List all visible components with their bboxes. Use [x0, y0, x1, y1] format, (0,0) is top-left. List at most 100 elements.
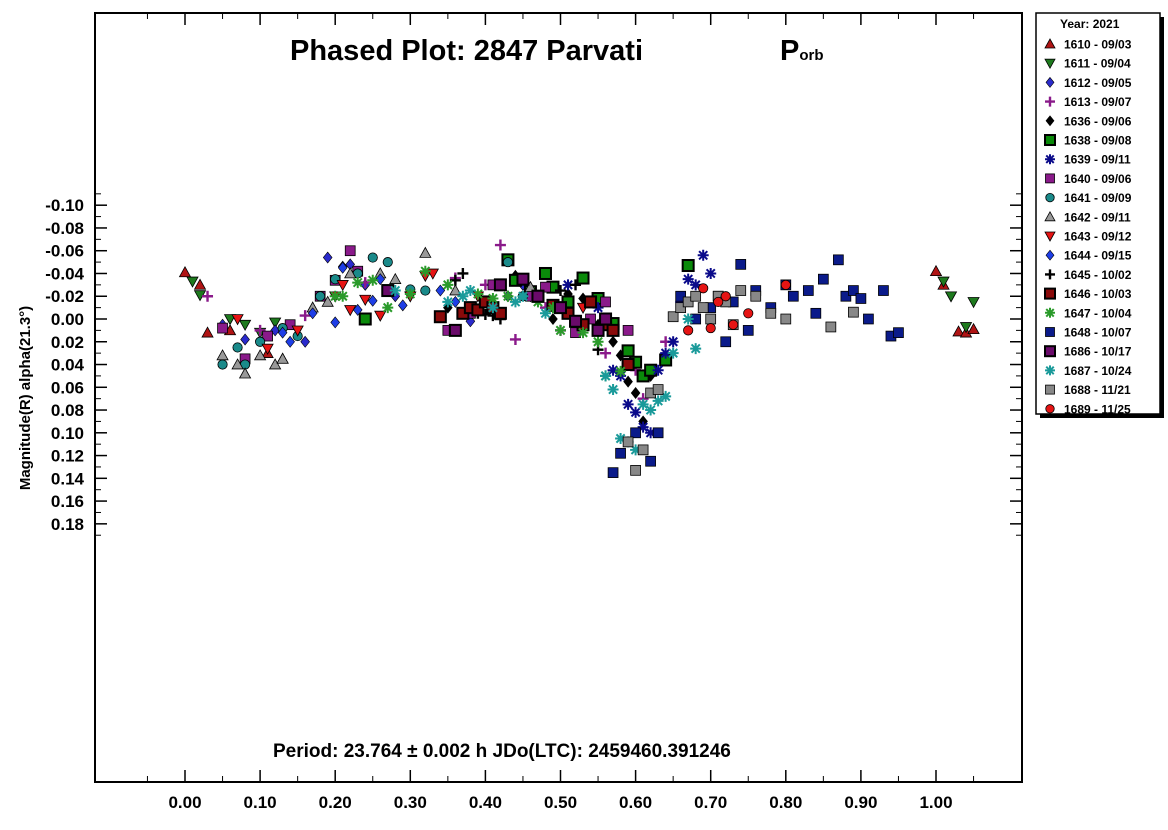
data-point — [765, 307, 777, 319]
data-point — [231, 314, 244, 326]
data-point — [555, 285, 566, 297]
legend-marker — [1045, 365, 1055, 376]
y-tick-label: 0.12 — [51, 447, 84, 466]
data-point — [787, 290, 799, 302]
legend-marker — [1045, 115, 1055, 127]
data-point — [937, 276, 950, 288]
data-point — [675, 290, 687, 302]
data-point — [690, 343, 702, 355]
legend-label: 1645 - 10/02 — [1064, 268, 1132, 282]
data-point — [667, 311, 679, 323]
data-point — [382, 257, 393, 268]
legend-label: 1611 - 09/04 — [1064, 57, 1131, 71]
legend-label: 1687 - 10/24 — [1064, 364, 1132, 378]
data-point — [878, 285, 889, 296]
data-point — [682, 273, 694, 285]
data-point — [570, 279, 582, 291]
legend-label: 1613 - 09/07 — [1064, 95, 1132, 109]
chart-title: Phased Plot: 2847 Parvati — [290, 35, 643, 67]
legend-label: 1643 - 09/12 — [1064, 230, 1132, 244]
series-1687 — [389, 285, 702, 456]
legend-label: 1641 - 09/09 — [1064, 191, 1132, 205]
legend-marker — [1045, 96, 1055, 107]
data-point — [240, 333, 250, 346]
data-point — [562, 279, 574, 291]
data-point — [538, 266, 552, 280]
data-point — [683, 325, 694, 336]
y-tick-label: 0.14 — [51, 469, 85, 488]
axis-ticks — [95, 13, 1022, 782]
data-point — [630, 465, 641, 476]
data-point — [848, 306, 859, 318]
data-point — [359, 294, 372, 306]
data-point — [606, 323, 620, 337]
legend-box — [1035, 12, 1161, 415]
data-point — [330, 316, 340, 329]
y-axis-label: Magnitude(R) alpha(21.3°) — [17, 306, 34, 490]
data-point — [254, 324, 266, 336]
data-point — [630, 406, 642, 418]
data-point — [420, 285, 431, 296]
x-tick-label: 0.80 — [769, 793, 802, 812]
legend-label: 1612 - 09/05 — [1064, 76, 1132, 90]
legend-label: 1638 - 09/08 — [1064, 134, 1132, 148]
data-point — [600, 296, 611, 308]
data-point — [223, 314, 237, 326]
data-point — [216, 349, 229, 361]
data-point — [539, 307, 551, 319]
series-1647 — [329, 265, 627, 382]
data-point — [652, 395, 664, 407]
data-point — [667, 347, 679, 359]
legend-marker — [1044, 134, 1056, 146]
data-point — [743, 308, 754, 319]
data-point — [531, 289, 545, 303]
data-point — [607, 364, 619, 376]
data-point — [660, 390, 672, 402]
data-point — [577, 327, 589, 339]
data-point — [818, 273, 829, 285]
data-point — [713, 296, 724, 308]
data-point — [652, 427, 664, 439]
data-point — [352, 303, 363, 316]
data-point — [262, 330, 273, 342]
data-point — [268, 358, 282, 370]
series-1688 — [622, 285, 859, 476]
x-tick-label: 0.90 — [844, 793, 877, 812]
legend-label: 1639 - 09/11 — [1064, 153, 1131, 167]
data-point — [540, 281, 551, 293]
data-point — [967, 297, 980, 309]
data-point — [600, 370, 612, 382]
data-point — [621, 358, 635, 372]
y-tick-label: 0.00 — [51, 310, 84, 329]
data-point — [682, 296, 694, 308]
data-point — [321, 295, 334, 307]
data-point — [615, 447, 626, 459]
legend-label: 1640 - 09/06 — [1064, 172, 1132, 186]
data-point — [652, 364, 664, 376]
y-tick-label: -0.10 — [45, 196, 84, 215]
data-point — [232, 342, 243, 353]
data-point — [367, 252, 378, 263]
data-point — [735, 285, 747, 296]
data-point — [675, 302, 687, 313]
data-point — [238, 319, 252, 332]
data-point — [645, 455, 656, 467]
y-tick-label: 0.06 — [51, 378, 84, 397]
data-point — [607, 384, 619, 396]
data-point — [554, 301, 567, 315]
data-point — [660, 347, 672, 359]
data-point — [344, 245, 356, 257]
data-point — [780, 313, 792, 325]
data-point — [833, 254, 844, 266]
x-tick-label: 0.20 — [319, 793, 352, 812]
data-point — [201, 326, 214, 338]
data-point — [637, 398, 649, 410]
data-point — [630, 427, 641, 439]
data-point — [705, 323, 716, 334]
legend-marker — [1045, 173, 1055, 184]
data-point — [352, 277, 364, 289]
legend-marker — [1045, 249, 1055, 261]
data-point — [419, 246, 432, 258]
data-point — [487, 302, 499, 314]
